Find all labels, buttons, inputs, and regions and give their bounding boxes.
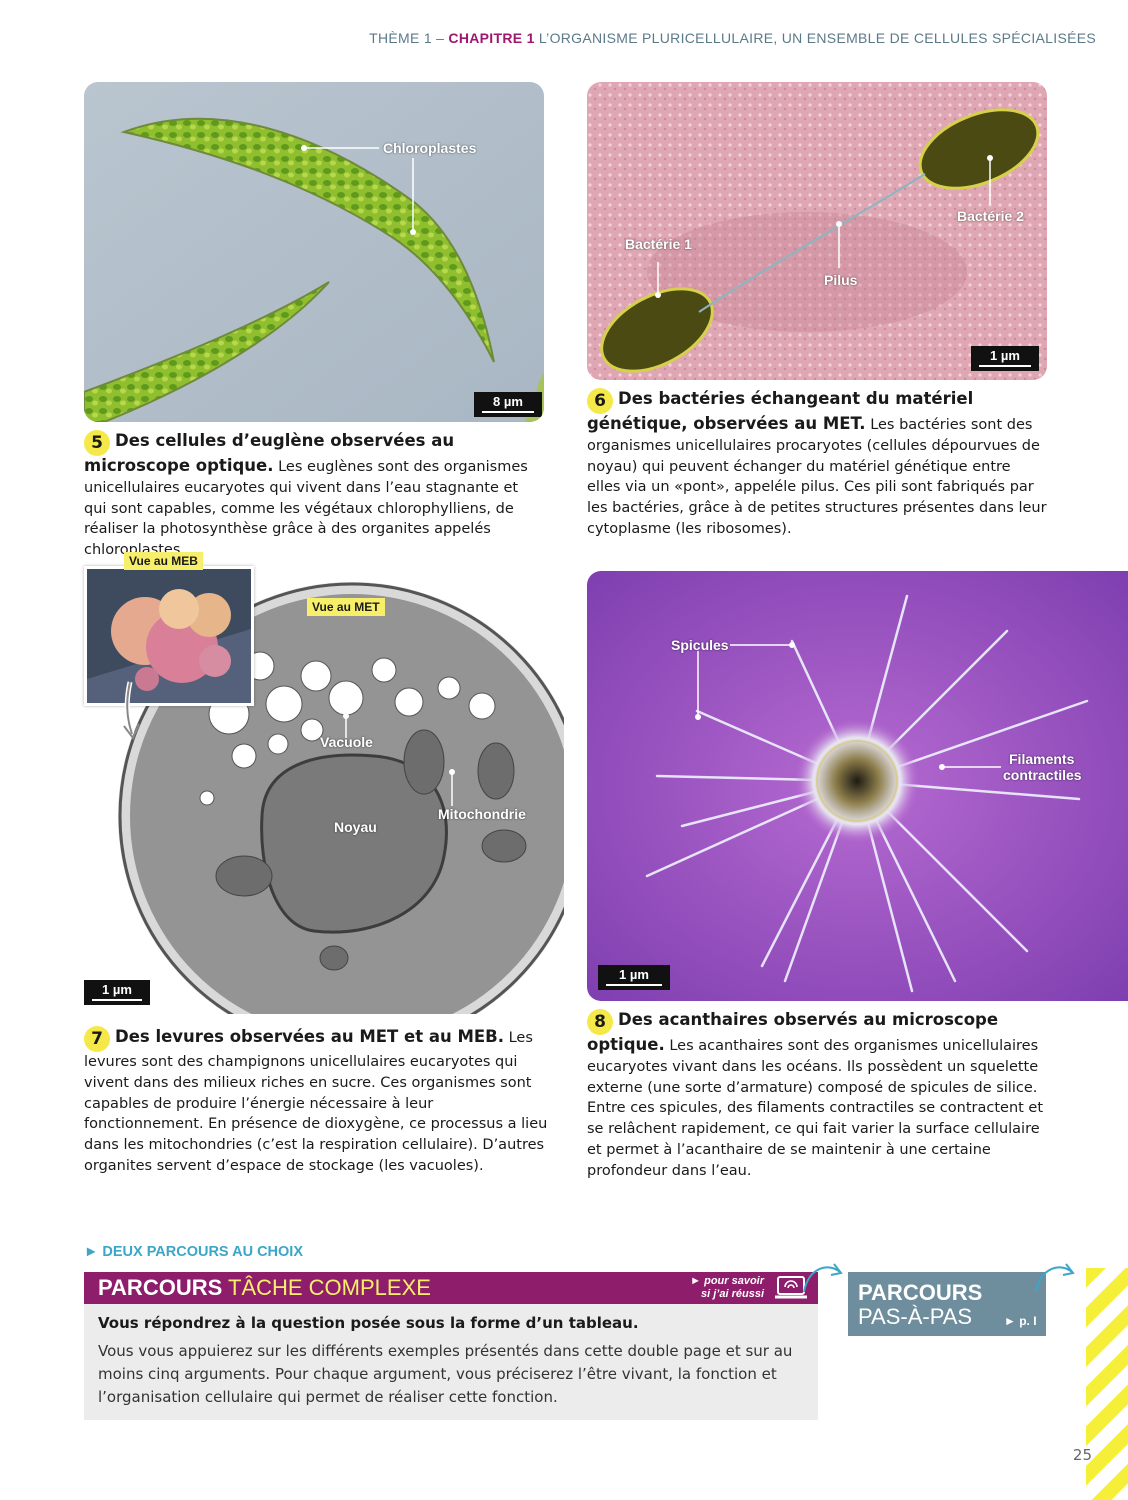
doc-number-7: 7 [84, 1026, 110, 1052]
parcours-intro-text: DEUX PARCOURS AU CHOIX [102, 1244, 303, 1260]
header-theme: THÈME 1 – [369, 30, 444, 46]
bacteria-photo: Bactérie 1 Bactérie 2 Pilus 1 µm [587, 82, 1047, 380]
scale-bar: 1 µm [84, 980, 150, 1005]
euglena-photo: Chloroplastes 8 µm [84, 82, 544, 422]
tag-vue-met: Vue au MET [307, 598, 385, 616]
caption-7: 7 Des levures observées au MET et au MEB.… [84, 1026, 554, 1177]
parcours-tache-complexe-header[interactable]: PARCOURS TÂCHE COMPLEXE ► pour savoir si… [84, 1272, 818, 1304]
caption-7-text: Les levures sont des champignons unicell… [84, 1030, 547, 1174]
label-spicules: Spicules [671, 637, 729, 653]
tache-complexe-body: Vous répondrez à la question posée sous … [84, 1304, 818, 1420]
header-chapter: CHAPITRE 1 [448, 30, 534, 46]
doc-number-5: 5 [84, 430, 110, 456]
curved-arrow-icon [798, 1258, 846, 1298]
hazard-stripes [1086, 1268, 1128, 1500]
running-header: THÈME 1 – CHAPITRE 1 L’ORGANISME PLURICE… [369, 30, 1096, 46]
tag-vue-meb: Vue au MEB [124, 552, 203, 570]
header-title: L’ORGANISME PLURICELLULAIRE, UN ENSEMBLE… [539, 30, 1096, 46]
label-bacterie-1: Bactérie 1 [625, 236, 692, 252]
doc-number-6: 6 [587, 388, 613, 414]
pap-page-ref: ► p. I [1004, 1314, 1037, 1328]
pour-savoir-link[interactable]: ► pour savoir si j’ai réussi [678, 1275, 764, 1300]
doc-number-8: 8 [587, 1009, 613, 1035]
tache-word1: PARCOURS [98, 1275, 222, 1301]
curved-arrow-icon [1030, 1258, 1078, 1298]
label-pilus: Pilus [824, 272, 857, 288]
scale-bar-label: 1 µm [619, 967, 649, 982]
pap-page-ref-text: p. I [1019, 1314, 1036, 1328]
caption-6: 6 Des bactéries échangeant du matériel gé… [587, 388, 1047, 540]
pap-word1: PARCOURS [858, 1280, 982, 1306]
label-chloroplastes: Chloroplastes [383, 140, 476, 156]
label-contractiles: contractiles [1003, 767, 1082, 783]
arrow-icon [112, 680, 152, 740]
tache-word2: TÂCHE COMPLEXE [228, 1275, 431, 1301]
acantharian-photo: Spicules Filaments contractiles 1 µm [587, 571, 1128, 1001]
caption-5: 5 Des cellules d’euglène observées au mic… [84, 430, 544, 561]
parcours-intro: ► DEUX PARCOURS AU CHOIX [84, 1244, 303, 1260]
scale-bar-label: 8 µm [493, 394, 523, 409]
caption-6-text: Les bactéries sont des organismes unicel… [587, 417, 1047, 537]
scale-bar-label: 1 µm [102, 982, 132, 997]
scale-bar: 1 µm [971, 346, 1039, 371]
caption-8: 8 Des acanthaires observés au microscope … [587, 1009, 1052, 1182]
page-number: 25 [1073, 1446, 1092, 1464]
tache-text: Vous vous appuierez sur les différents e… [98, 1340, 798, 1409]
scale-bar: 1 µm [598, 965, 670, 990]
label-noyau: Noyau [334, 819, 377, 835]
label-vacuole: Vacuole [320, 734, 373, 750]
parcours-pas-a-pas-button[interactable]: PARCOURS PAS-À-PAS ► p. I [848, 1272, 1046, 1336]
play-arrow-icon: ► [84, 1244, 98, 1260]
scale-bar-label: 1 µm [990, 348, 1020, 363]
scale-bar: 8 µm [474, 392, 542, 417]
tache-question: Vous répondrez à la question posée sous … [98, 1314, 639, 1332]
pap-word2: PAS-À-PAS [858, 1304, 972, 1330]
pour-savoir-text: pour savoir si j’ai réussi [701, 1275, 764, 1300]
caption-7-title: Des levures observées au MET et au MEB. [115, 1027, 504, 1046]
yeast-meb-inset [84, 566, 254, 706]
label-filaments: Filaments [1009, 751, 1074, 767]
label-bacterie-2: Bactérie 2 [957, 208, 1024, 224]
label-mitochondrie: Mitochondrie [438, 806, 526, 822]
caption-8-text: Les acanthaires sont des organismes unic… [587, 1038, 1043, 1179]
